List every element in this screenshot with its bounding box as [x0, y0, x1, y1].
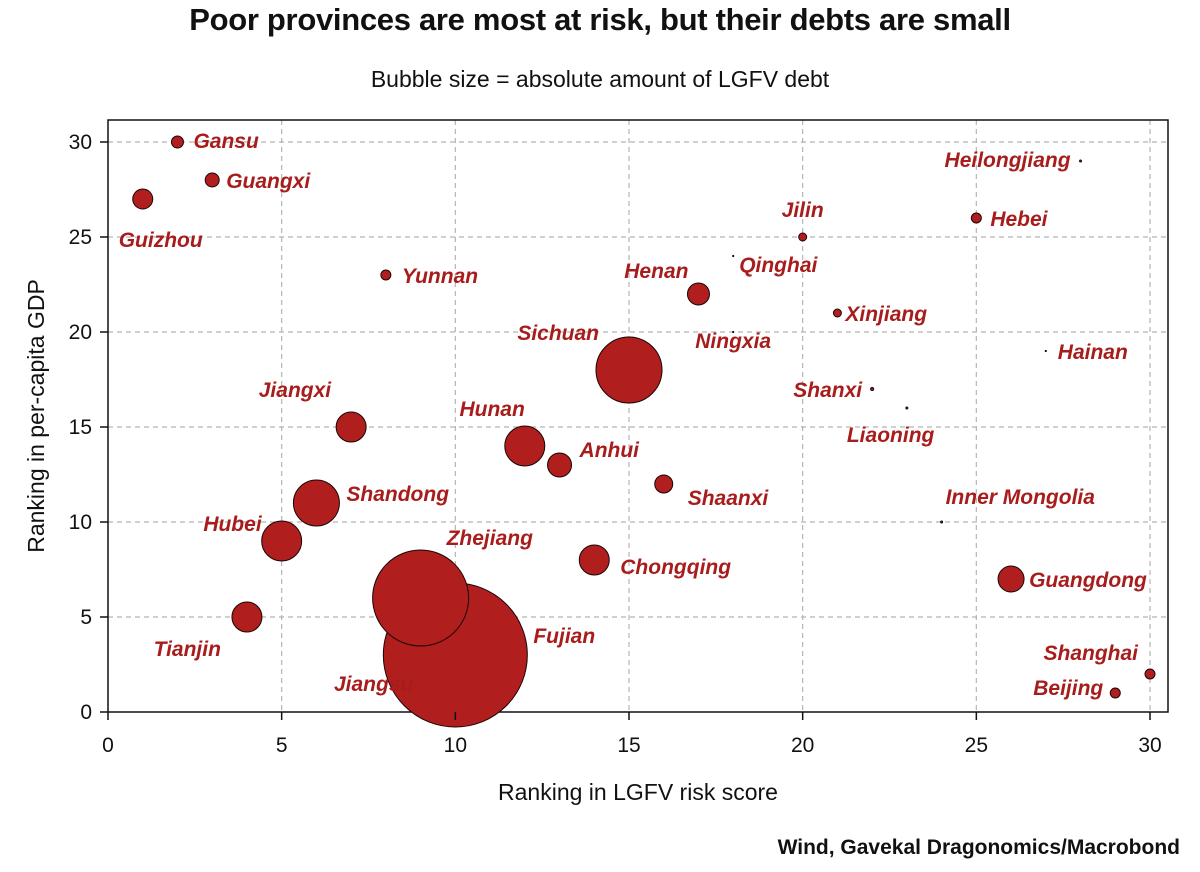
label-yunnan: Yunnan — [402, 265, 478, 288]
label-guizhou: Guizhou — [119, 229, 203, 252]
plot-frame — [107, 119, 1169, 713]
label-guangdong: Guangdong — [1029, 569, 1147, 592]
label-shandong: Shandong — [346, 483, 449, 506]
bubble-heilongjiang — [1079, 159, 1083, 163]
label-heilongjiang: Heilongjiang — [945, 149, 1071, 172]
label-chongqing: Chongqing — [620, 556, 731, 579]
bubble-shaanxi — [654, 474, 674, 494]
chart-title: Poor provinces are most at risk, but the… — [189, 2, 1011, 37]
y-axis-title: Ranking in per-capita GDP — [23, 279, 49, 553]
bubble-inner-mongolia — [940, 520, 944, 524]
label-jiangxi: Jiangxi — [259, 379, 333, 402]
bubble-shanghai — [1144, 668, 1156, 680]
bubble-layer — [132, 135, 1156, 728]
x-tick-label: 10 — [444, 734, 467, 757]
bubble-beijing — [1109, 687, 1121, 699]
y-tick-label: 5 — [80, 606, 92, 629]
bubble-yunnan — [380, 269, 392, 281]
bubble-sichuan — [595, 336, 663, 404]
label-zhejiang: Zhejiang — [446, 527, 534, 550]
label-inner-mongolia: Inner Mongolia — [946, 486, 1096, 509]
x-tick-label: 0 — [102, 734, 114, 757]
label-qinghai: Qinghai — [739, 254, 818, 277]
y-tick-label: 0 — [80, 701, 92, 724]
bubble-shanxi — [870, 387, 875, 391]
label-hebei: Hebei — [990, 208, 1048, 231]
label-hunan: Hunan — [459, 398, 524, 421]
bubble-chongqing — [578, 544, 610, 576]
label-shanxi: Shanxi — [793, 379, 863, 402]
label-hubei: Hubei — [203, 513, 263, 536]
label-ningxia: Ningxia — [695, 330, 771, 353]
bubble-gansu — [170, 135, 184, 149]
bubble-guangxi — [204, 172, 220, 188]
bubble-hebei — [970, 212, 982, 224]
label-gansu: Gansu — [193, 130, 259, 153]
bubble-guizhou — [132, 188, 154, 210]
label-shanghai: Shanghai — [1043, 642, 1139, 665]
x-tick-label: 15 — [617, 734, 640, 757]
bubble-liaoning — [905, 406, 909, 410]
x-tick-label: 5 — [276, 734, 288, 757]
y-tick-label: 30 — [69, 131, 92, 154]
bubble-tianjin — [231, 601, 263, 633]
x-tick-label: 25 — [965, 734, 988, 757]
y-tick-label: 25 — [69, 226, 92, 249]
bubble-henan — [686, 282, 710, 306]
label-anhui: Anhui — [579, 439, 641, 462]
bubble-shandong — [292, 479, 340, 527]
label-xinjiang: Xinjiang — [844, 303, 927, 326]
label-tianjin: Tianjin — [154, 638, 221, 661]
chart-subtitle: Bubble size = absolute amount of LGFV de… — [370, 66, 830, 92]
y-tick-label: 15 — [69, 416, 92, 439]
bubble-jiangxi — [335, 411, 367, 443]
label-liaoning: Liaoning — [847, 424, 935, 447]
label-layer: Gansu Guangxi Guizhou Yunnan Jilin Hebei Heilo… — [119, 130, 1147, 700]
x-tick-label: 30 — [1138, 734, 1161, 757]
label-sichuan: Sichuan — [517, 322, 599, 345]
label-fujian: Fujian — [533, 625, 595, 648]
bubble-qinghai — [732, 254, 735, 258]
bubble-hainan — [1044, 349, 1047, 353]
label-jiangsu: Jiangsu — [334, 673, 414, 696]
tick-layer: 0 5 10 15 20 25 30 0 5 10 15 20 25 30 — [69, 131, 1162, 757]
label-guangxi: Guangxi — [226, 170, 311, 193]
label-henan: Henan — [624, 260, 688, 283]
x-axis-title: Ranking in LGFV risk score — [498, 779, 778, 805]
bubble-xinjiang — [832, 308, 842, 318]
source-note: Wind, Gavekal Dragonomics/Macrobond — [777, 836, 1180, 859]
bubble-jilin — [798, 232, 808, 242]
label-shaanxi: Shaanxi — [688, 487, 770, 510]
bubble-hunan — [504, 425, 546, 467]
bubble-anhui — [547, 452, 573, 478]
bubble-ningxia — [732, 330, 735, 334]
label-hainan: Hainan — [1058, 341, 1128, 364]
label-jilin: Jilin — [782, 199, 824, 222]
grid-layer — [108, 120, 1168, 712]
bubble-hubei — [261, 520, 303, 562]
bubble-guangdong — [997, 565, 1025, 593]
y-tick-label: 20 — [69, 321, 92, 344]
label-beijing: Beijing — [1033, 677, 1103, 700]
x-tick-label: 20 — [791, 734, 814, 757]
bubble-zhejiang — [372, 549, 470, 647]
y-tick-label: 10 — [69, 511, 92, 534]
